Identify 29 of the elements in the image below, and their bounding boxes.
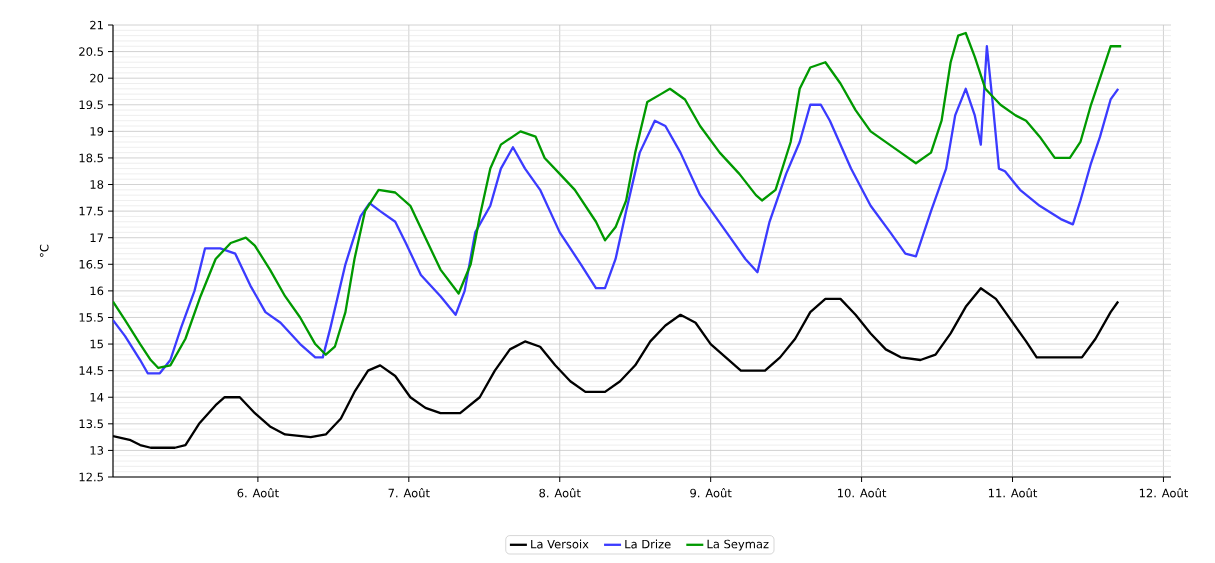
y-tick-label: 14	[90, 393, 104, 402]
x-tick-label: 6. Août	[237, 488, 279, 498]
y-tick-label: 21	[90, 20, 103, 30]
y-tick-label: 18.5	[79, 153, 103, 163]
legend-label: La Drize	[625, 539, 671, 549]
x-tick-label: 9. Août	[690, 488, 732, 498]
x-tick-label: 10. Août	[838, 488, 887, 498]
x-tick-label: 7. Août	[388, 488, 430, 498]
y-tick-label: 20.5	[79, 47, 103, 56]
y-tick-label: 13.5	[79, 419, 103, 429]
y-tick-label: 16.5	[79, 259, 103, 269]
y-tick-label: 13	[90, 446, 104, 455]
y-tick-label: 12.5	[79, 472, 103, 482]
y-tick-label: 19.5	[79, 100, 103, 110]
y-tick-label: 17	[90, 233, 103, 242]
y-tick-label: 15	[90, 339, 103, 349]
x-tick-label: 8. Août	[539, 488, 581, 498]
y-tick-label: 19	[90, 127, 104, 136]
y-tick-label: 18	[90, 180, 104, 189]
y-tick-label: 16	[90, 286, 104, 296]
x-tick-label: 11. Août	[988, 488, 1038, 498]
y-tick-label: 17.5	[79, 206, 103, 216]
y-tick-label: 20	[90, 73, 104, 83]
x-tick-label: 12. Août	[1139, 488, 1188, 498]
legend-label: La Seymaz	[707, 539, 769, 551]
y-tick-label: 15.5	[79, 313, 103, 322]
y-tick-label: 14.5	[79, 366, 103, 375]
y-axis-title: °C	[39, 244, 49, 257]
legend-label: La Versoix	[531, 539, 589, 549]
